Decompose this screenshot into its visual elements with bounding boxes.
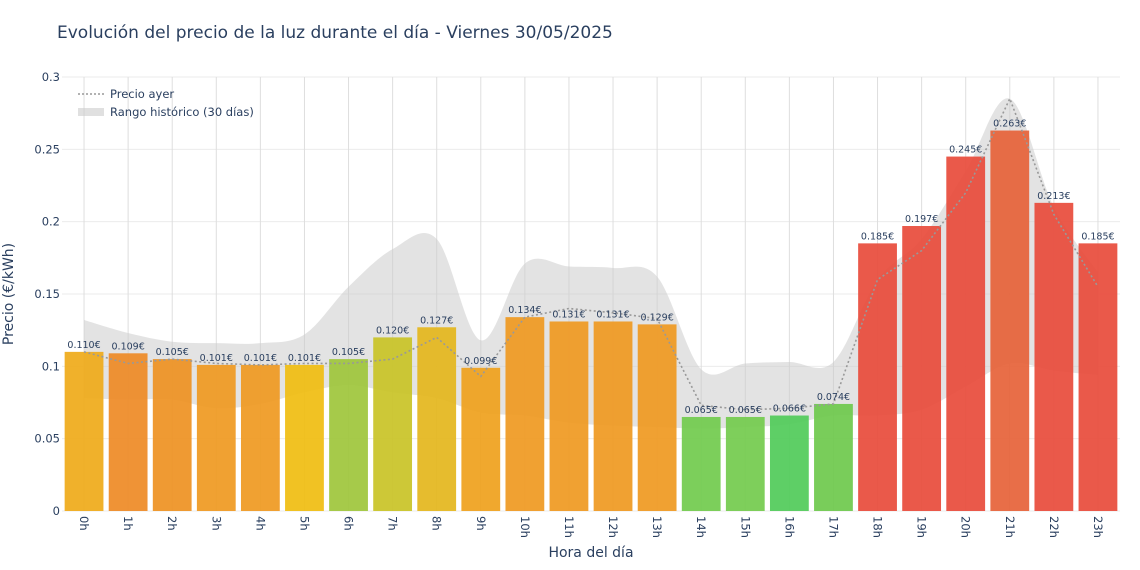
- bar-8h[interactable]: [417, 327, 457, 511]
- y-tick-label: 0.2: [42, 215, 60, 229]
- bar-value-label: 0.213€: [1037, 191, 1070, 202]
- bar-value-label: 0.101€: [200, 353, 233, 364]
- x-tick-label: 5h: [297, 516, 311, 531]
- y-tick-label: 0.1: [42, 359, 60, 373]
- bar-value-label: 0.109€: [112, 341, 145, 352]
- x-tick-label: 17h: [826, 516, 840, 538]
- bar-23h[interactable]: [1078, 243, 1118, 511]
- x-tick-label: 12h: [606, 516, 620, 538]
- bar-value-label: 0.245€: [949, 145, 982, 156]
- x-tick-label: 23h: [1091, 516, 1105, 538]
- bar-value-label: 0.105€: [156, 347, 189, 358]
- yesterday-price-line: [83, 96, 1099, 411]
- y-axis-title: Precio (€/kWh): [1, 243, 17, 345]
- bar-16h[interactable]: [769, 415, 809, 511]
- x-tick-label: 4h: [253, 516, 267, 531]
- bar-5h[interactable]: [285, 364, 324, 511]
- y-axis-ticks: 0 0.05 0.1 0.15 0.2 0.25 0.3: [34, 70, 60, 518]
- x-tick-label: 9h: [474, 516, 488, 531]
- y-tick-label: 0.15: [34, 287, 60, 301]
- bar-value-label: 0.101€: [244, 353, 277, 364]
- bar-value-label: 0.101€: [288, 353, 321, 364]
- bar-labels-layer: 0.110€ 0.109€ 0.105€ 0.101€ 0.101€ 0.101€ 0.10…: [67, 119, 1114, 416]
- bar-value-label: 0.127€: [420, 315, 453, 326]
- bar-value-label: 0.134€: [508, 305, 541, 316]
- bar-value-label: 0.110€: [67, 340, 100, 351]
- legend-range-label: Rango histórico (30 días): [110, 105, 254, 119]
- x-tick-label: 10h: [518, 516, 532, 538]
- bar-6h[interactable]: [329, 359, 368, 511]
- y-tick-label: 0.05: [34, 432, 60, 446]
- x-tick-label: 13h: [650, 516, 664, 538]
- bar-3h[interactable]: [196, 364, 236, 511]
- bar-value-label: 0.185€: [861, 231, 894, 242]
- x-tick-label: 21h: [1003, 516, 1017, 538]
- bar-value-label: 0.065€: [685, 405, 718, 416]
- bar-1h[interactable]: [108, 353, 148, 511]
- bar-4h[interactable]: [240, 364, 280, 511]
- bar-11h[interactable]: [549, 321, 589, 511]
- y-tick-label: 0.3: [42, 70, 60, 84]
- bar-value-label: 0.197€: [905, 214, 938, 225]
- x-tick-label: 3h: [209, 516, 223, 531]
- x-axis-title: Hora del día: [548, 545, 633, 561]
- x-tick-label: 6h: [342, 516, 356, 531]
- bars-layer: [64, 130, 1118, 512]
- bar-value-label: 0.066€: [773, 404, 806, 415]
- x-tick-label: 7h: [386, 516, 400, 531]
- legend-yesterday-label: Precio ayer: [110, 87, 174, 101]
- bar-12h[interactable]: [593, 321, 633, 511]
- bar-value-label: 0.099€: [464, 356, 497, 367]
- bar-7h[interactable]: [373, 337, 413, 511]
- historic-range-band-layer: [84, 98, 1098, 429]
- bar-9h[interactable]: [461, 367, 501, 511]
- x-tick-label: 15h: [738, 516, 752, 538]
- bar-21h[interactable]: [990, 130, 1030, 511]
- x-tick-label: 14h: [694, 516, 708, 538]
- yesterday-line-layer: [83, 96, 1099, 411]
- bar-value-label: 0.105€: [332, 347, 365, 358]
- x-tick-label: 11h: [562, 516, 576, 538]
- x-tick-label: 0h: [77, 516, 91, 531]
- legend: Precio ayer Rango histórico (30 días): [78, 87, 254, 119]
- bar-value-label: 0.129€: [641, 312, 674, 323]
- y-tick-label: 0: [53, 504, 60, 518]
- bar-18h[interactable]: [858, 243, 897, 511]
- bar-value-label: 0.074€: [817, 392, 850, 403]
- x-tick-label: 2h: [165, 516, 179, 531]
- bar-0h[interactable]: [64, 351, 104, 511]
- x-tick-label: 18h: [871, 516, 885, 538]
- bar-13h[interactable]: [637, 324, 677, 511]
- bar-14h[interactable]: [681, 416, 721, 511]
- bar-20h[interactable]: [946, 156, 986, 512]
- x-tick-label: 8h: [430, 516, 444, 531]
- bar-value-label: 0.120€: [376, 325, 409, 336]
- x-tick-label: 19h: [915, 516, 929, 538]
- bar-value-label: 0.263€: [993, 119, 1026, 130]
- bar-19h[interactable]: [902, 226, 942, 512]
- bar-value-label: 0.065€: [729, 405, 762, 416]
- bar-22h[interactable]: [1034, 202, 1074, 512]
- x-tick-label: 16h: [782, 516, 796, 538]
- bar-value-label: 0.185€: [1081, 231, 1114, 242]
- bar-10h[interactable]: [505, 317, 545, 511]
- x-tick-label: 22h: [1047, 516, 1061, 538]
- bar-value-label: 0.131€: [552, 309, 585, 320]
- bar-15h[interactable]: [725, 416, 765, 511]
- x-tick-label: 1h: [121, 516, 135, 531]
- y-tick-label: 0.25: [34, 142, 60, 156]
- bar-17h[interactable]: [814, 403, 853, 511]
- x-tick-label: 20h: [959, 516, 973, 538]
- bar-2h[interactable]: [152, 359, 192, 511]
- chart-title: Evolución del precio de la luz durante e…: [57, 23, 613, 43]
- bar-value-label: 0.131€: [596, 309, 629, 320]
- x-axis-ticks: 0h 1h 2h 3h 4h 5h 6h 7h 8h 9h 10h 11h 12h 13h 14h 15h 16…: [77, 516, 1105, 538]
- historic-range-band: [84, 98, 1098, 429]
